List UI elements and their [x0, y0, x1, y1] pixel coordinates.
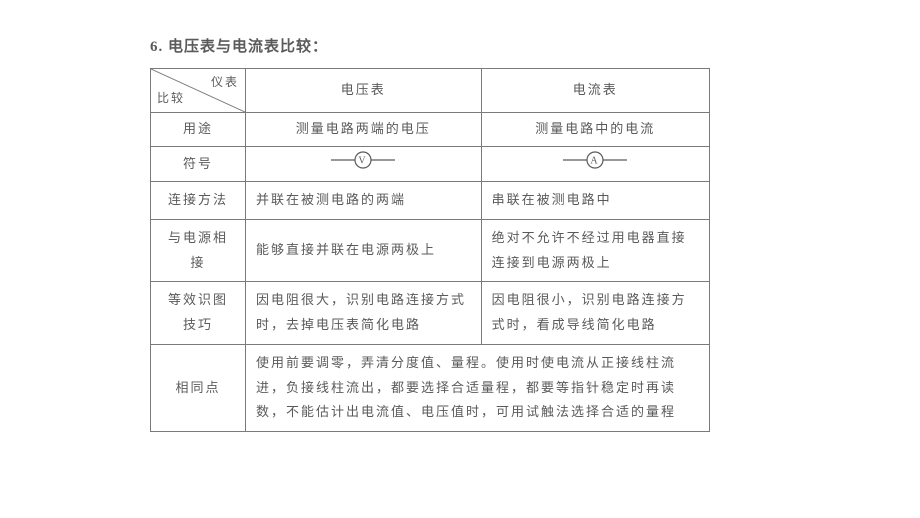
row-label-equiv: 等效识图技巧	[151, 282, 246, 344]
row-label-power: 与电源相接	[151, 220, 246, 282]
cell-power-a: 绝对不允许不经过用电器直接连接到电源两极上	[481, 220, 709, 282]
row-usage: 用途 测量电路两端的电压 测量电路中的电流	[151, 113, 710, 147]
row-same: 相同点 使用前要调零，弄清分度值、量程。使用时使电流从正接线柱流进，负接线柱流出…	[151, 344, 710, 431]
col-header-ammeter: 电流表	[481, 69, 709, 113]
row-equiv: 等效识图技巧 因电阻很大，识别电路连接方式时，去掉电压表简化电路 因电阻很小，识…	[151, 282, 710, 344]
row-label-same: 相同点	[151, 344, 246, 431]
row-power: 与电源相接 能够直接并联在电源两极上 绝对不允许不经过用电器直接连接到电源两极上	[151, 220, 710, 282]
cell-power-v: 能够直接并联在电源两极上	[246, 220, 482, 282]
header-row: 仪表 比较 电压表 电流表	[151, 69, 710, 113]
ammeter-icon: A	[563, 151, 627, 169]
row-label-usage: 用途	[151, 113, 246, 147]
diag-top-label: 仪表	[211, 71, 239, 94]
row-label-connect: 连接方法	[151, 182, 246, 220]
page-title: 6. 电压表与电流表比较：	[150, 35, 780, 56]
row-label-symbol: 符号	[151, 146, 246, 182]
cell-equiv-v: 因电阻很大，识别电路连接方式时，去掉电压表简化电路	[246, 282, 482, 344]
cell-equiv-a: 因电阻很小，识别电路连接方式时，看成导线简化电路	[481, 282, 709, 344]
voltmeter-icon: V	[331, 151, 395, 169]
cell-same: 使用前要调零，弄清分度值、量程。使用时使电流从正接线柱流进，负接线柱流出，都要选…	[246, 344, 710, 431]
svg-text:V: V	[359, 155, 368, 166]
cell-symbol-v: V	[246, 146, 482, 182]
row-connect: 连接方法 并联在被测电路的两端 串联在被测电路中	[151, 182, 710, 220]
svg-text:A: A	[591, 155, 600, 166]
comparison-table: 仪表 比较 电压表 电流表 用途 测量电路两端的电压 测量电路中的电流 符号 V…	[150, 68, 710, 432]
diagonal-header-cell: 仪表 比较	[151, 69, 246, 113]
cell-usage-v: 测量电路两端的电压	[246, 113, 482, 147]
cell-connect-v: 并联在被测电路的两端	[246, 182, 482, 220]
row-symbol: 符号 V A	[151, 146, 710, 182]
cell-symbol-a: A	[481, 146, 709, 182]
cell-connect-a: 串联在被测电路中	[481, 182, 709, 220]
diag-bottom-label: 比较	[157, 87, 185, 110]
col-header-voltmeter: 电压表	[246, 69, 482, 113]
cell-usage-a: 测量电路中的电流	[481, 113, 709, 147]
